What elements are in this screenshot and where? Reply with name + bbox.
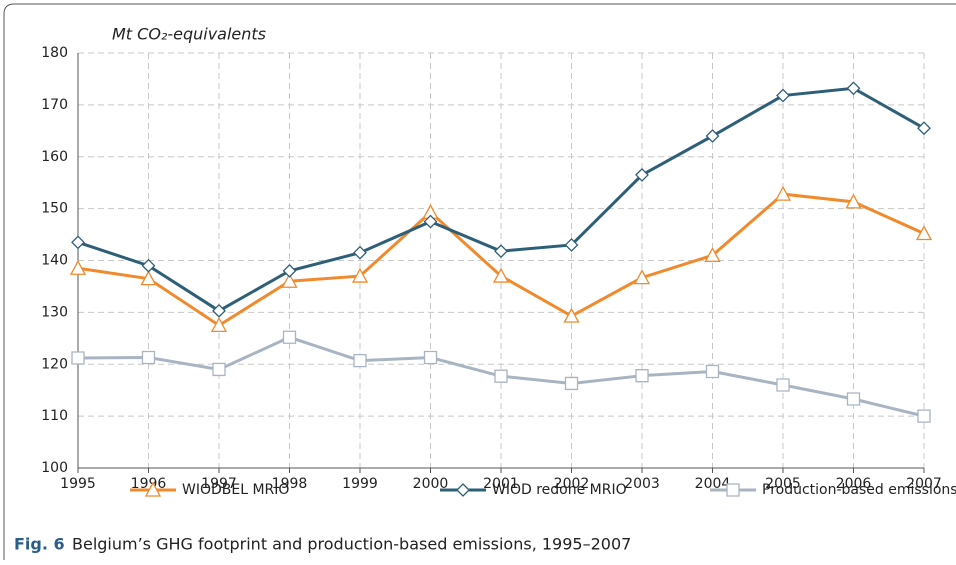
triangle-marker [845, 193, 862, 209]
y-tick-label: 160 [41, 149, 68, 165]
x-tick-label: 2003 [624, 476, 660, 492]
x-tick-label: 2007 [906, 476, 942, 492]
y-tick-label: 100 [41, 460, 68, 476]
triangle-marker [69, 259, 87, 275]
legend-label: WIOD redone MRIO [492, 482, 627, 498]
square-marker [141, 350, 156, 365]
diamond-marker [282, 263, 297, 278]
x-tick-label: 2002 [554, 476, 590, 492]
y-tick-label: 120 [41, 356, 68, 372]
y-axis-label: Mt CO₂-equivalents [112, 25, 266, 44]
x-tick-label: 2005 [765, 476, 801, 492]
legend-label: Production-based emissions [762, 482, 956, 498]
diamond-marker [456, 483, 470, 497]
square-marker [353, 353, 367, 368]
y-tick-label: 150 [41, 201, 68, 217]
square-marker [705, 364, 720, 379]
x-tick-label: 2000 [413, 476, 449, 492]
square-marker [635, 369, 649, 383]
triangle-marker [492, 267, 510, 283]
triangle-marker [210, 316, 228, 332]
y-tick-label: 180 [41, 45, 68, 61]
y-tick-label: 170 [41, 97, 68, 113]
frame [3, 3, 956, 560]
square-marker [846, 392, 861, 406]
y-tick-label: 130 [41, 304, 68, 320]
square-marker [726, 483, 740, 497]
triangle-marker [563, 307, 580, 323]
x-tick-label: 1998 [272, 476, 308, 492]
y-tick-label: 140 [41, 253, 68, 269]
diamond-marker [776, 88, 790, 103]
diamond-marker [917, 121, 931, 136]
caption-text: Belgium’s GHG footprint and production-b… [72, 535, 631, 554]
diamond-marker [71, 235, 85, 250]
x-tick-label: 1996 [131, 476, 167, 492]
square-marker [282, 330, 297, 344]
square-marker [212, 362, 226, 377]
triangle-marker [704, 246, 721, 262]
diamond-marker [705, 129, 720, 143]
x-tick-label: 2006 [836, 476, 872, 492]
triangle-marker [144, 481, 162, 497]
x-tick-label: 1999 [342, 476, 378, 492]
square-marker [776, 378, 790, 392]
diamond-marker [141, 258, 156, 273]
y-tick-label: 110 [41, 408, 68, 424]
triangle-marker [915, 225, 933, 241]
diamond-marker [212, 303, 226, 318]
x-tick-label: 2004 [695, 476, 731, 492]
triangle-marker [140, 270, 157, 286]
triangle-marker [774, 185, 792, 201]
caption-label: Fig. 6 [14, 535, 65, 554]
x-tick-label: 1997 [201, 476, 237, 492]
square-marker [917, 409, 931, 423]
diamond-marker [353, 245, 367, 260]
triangle-marker [633, 269, 651, 285]
diamond-marker [846, 81, 861, 96]
diamond-marker [564, 238, 579, 252]
square-marker [564, 376, 579, 391]
diamond-marker [494, 244, 508, 259]
x-tick-label: 2001 [483, 476, 519, 492]
diamond-marker [635, 167, 649, 182]
square-marker [423, 350, 438, 365]
triangle-marker [281, 272, 298, 288]
square-marker [71, 351, 85, 365]
x-tick-label: 1995 [60, 476, 96, 492]
diamond-marker [423, 214, 438, 229]
triangle-marker [351, 267, 369, 283]
legend-label: WIODBEL MRIO [182, 482, 289, 498]
square-marker [494, 369, 508, 383]
